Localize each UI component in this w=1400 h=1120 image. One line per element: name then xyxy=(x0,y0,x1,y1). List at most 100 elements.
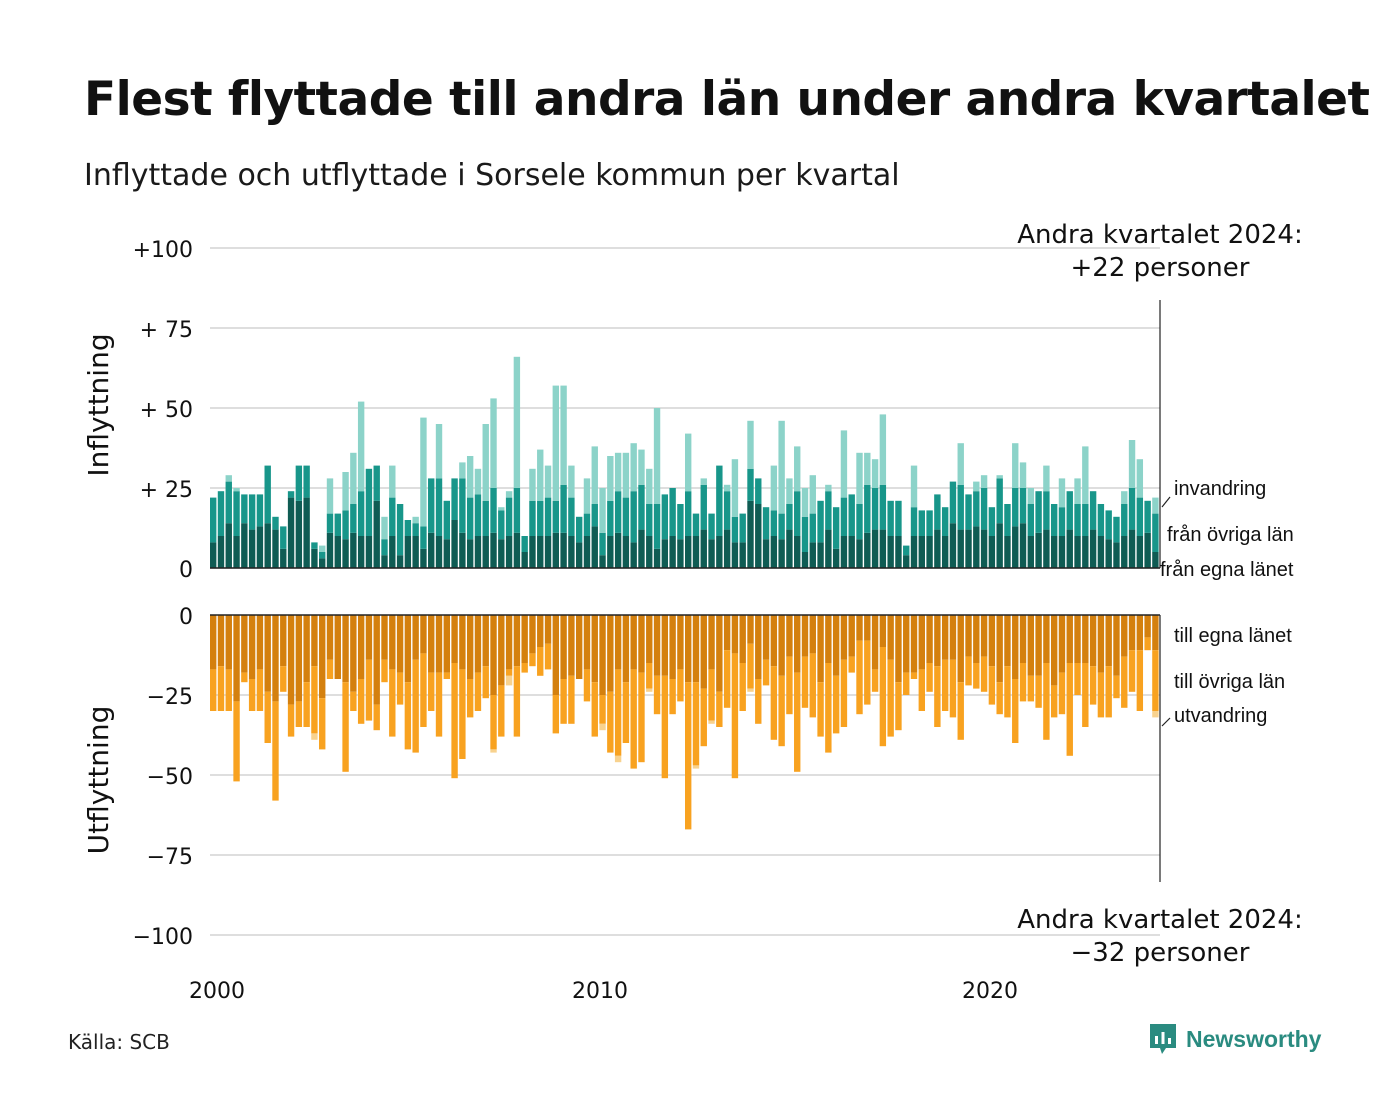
outflow-bar-segment xyxy=(513,615,521,667)
outflow-bar-segment xyxy=(326,615,334,660)
inflow-bar-segment xyxy=(669,488,676,536)
inflow-bar-segment xyxy=(1105,510,1112,540)
inflow-bar-segment xyxy=(482,500,489,536)
inflow-bar-segment xyxy=(233,488,240,492)
outflow-bar-segment xyxy=(373,615,380,705)
outflow-bar-segment xyxy=(700,615,707,689)
inflow-bar-segment xyxy=(965,529,972,568)
outflow-bar-segment xyxy=(1136,615,1144,651)
outflow-bar-segment xyxy=(700,688,707,747)
outflow-bar-segment xyxy=(529,615,536,654)
inflow-bar-segment xyxy=(505,497,513,536)
inflow-bar-segment xyxy=(1136,536,1144,568)
inflow-bar-segment xyxy=(568,497,575,536)
outflow-bar-segment xyxy=(217,666,225,711)
outflow-bar-segment xyxy=(1012,615,1019,679)
inflow-bar-segment xyxy=(319,545,326,552)
inflow-bar-segment xyxy=(443,500,450,540)
inflow-bar-segment xyxy=(498,510,505,540)
outflow-bar-segment xyxy=(428,672,435,711)
inflow-bar-segment xyxy=(832,548,840,568)
outflow-bar-segment xyxy=(241,672,248,683)
inflow-bar-segment xyxy=(1074,536,1081,568)
inflow-bar-segment xyxy=(910,536,918,568)
outflow-bar-segment xyxy=(973,615,980,663)
outflow-bar-segment xyxy=(412,615,419,660)
outflow-bar-segment xyxy=(334,615,341,679)
outflow-bar-segment xyxy=(1113,675,1120,699)
inflow-bar-segment xyxy=(949,523,957,568)
outflow-bar-segment xyxy=(303,615,310,683)
inflow-bar-segment xyxy=(389,536,396,568)
outflow-bar-segment xyxy=(435,615,443,673)
inflow-bar-segment xyxy=(560,385,567,485)
inflow-bar-segment xyxy=(856,452,863,504)
top-y-tick-label: + 50 xyxy=(140,398,193,423)
top-y-axis-label: Inflyttning xyxy=(82,333,115,476)
inflow-bar-segment xyxy=(1113,516,1120,543)
inflow-bar-segment xyxy=(903,545,910,556)
inflow-bar-segment xyxy=(980,488,988,530)
outflow-bar-segment xyxy=(505,615,513,670)
inflow-bar-segment xyxy=(544,497,552,536)
inflow-bar-segment xyxy=(326,478,334,514)
outflow-bar-segment xyxy=(638,672,645,763)
outflow-bar-segment xyxy=(1019,615,1027,663)
outflow-bar-segment xyxy=(295,701,303,727)
inflow-bar-segment xyxy=(1004,504,1011,536)
outflow-bar-segment xyxy=(926,615,933,663)
inflow-bar-segment xyxy=(700,529,707,568)
inflow-bar-segment xyxy=(973,526,980,568)
inflow-bar-segment xyxy=(871,529,879,568)
inflow-bar-segment xyxy=(801,552,809,568)
outflow-bars xyxy=(210,615,1159,830)
inflow-bar-segment xyxy=(420,526,427,549)
top-y-tick-label: 0 xyxy=(179,558,193,583)
inflow-bar-segment xyxy=(529,468,536,501)
inflow-bar-segment xyxy=(1035,491,1042,533)
outflow-bar-segment xyxy=(1012,679,1019,743)
inflow-bar-segment xyxy=(381,516,388,540)
outflow-bar-segment xyxy=(544,615,552,644)
inflow-bar-segment xyxy=(1012,488,1019,527)
inflow-bar-segment xyxy=(537,449,544,501)
outflow-bar-segment xyxy=(1152,711,1159,718)
inflow-bar-segment xyxy=(482,536,489,568)
bottom-y-axis-label: Utflyttning xyxy=(82,706,115,855)
outflow-bar-segment xyxy=(988,615,996,667)
inflow-bar-segment xyxy=(466,497,474,540)
outflow-bar-segment xyxy=(505,669,513,676)
inflow-bar-segment xyxy=(755,504,762,568)
bottom-y-tick-label: −50 xyxy=(147,765,193,790)
inflow-bar-segment xyxy=(794,446,801,492)
inflow-bar-segment xyxy=(747,500,754,568)
outflow-bar-segment xyxy=(505,675,513,686)
outflow-bar-segment xyxy=(934,615,941,667)
outflow-bar-segment xyxy=(646,615,653,663)
inflow-bar-segment xyxy=(225,475,232,482)
inflow-bar-segment xyxy=(1050,536,1058,568)
outflow-bar-segment xyxy=(420,615,427,654)
inflow-bar-segment xyxy=(1058,507,1066,536)
inflow-bar-segment xyxy=(311,542,318,549)
outflow-bar-segment xyxy=(1066,663,1073,756)
brand-logo[interactable]: Newsworthy xyxy=(1148,1022,1321,1056)
outflow-bar-segment xyxy=(1027,675,1035,702)
inflow-bar-segment xyxy=(1097,504,1105,536)
outflow-bar-segment xyxy=(762,659,770,686)
outflow-bar-segment xyxy=(692,765,700,769)
outflow-bar-segment xyxy=(817,682,824,737)
inflow-bar-segment xyxy=(910,507,918,536)
top-y-tick-labels: 0 + 25 + 50 + 75 +100 xyxy=(133,238,193,583)
outflow-bar-segment xyxy=(365,615,373,660)
outflow-bar-segment xyxy=(887,615,894,660)
newsworthy-chart-bubble-icon xyxy=(1150,1024,1176,1054)
inflow-bar-segment xyxy=(210,542,217,568)
inflow-bar-segment xyxy=(225,523,232,568)
inflow-bar-segment xyxy=(879,414,887,485)
inflow-bar-segment xyxy=(1043,529,1050,568)
outflow-bar-segment xyxy=(1082,663,1089,727)
outflow-bar-segment xyxy=(677,615,684,670)
outflow-bar-segment xyxy=(980,615,988,657)
inflow-bar-segment xyxy=(934,529,941,568)
